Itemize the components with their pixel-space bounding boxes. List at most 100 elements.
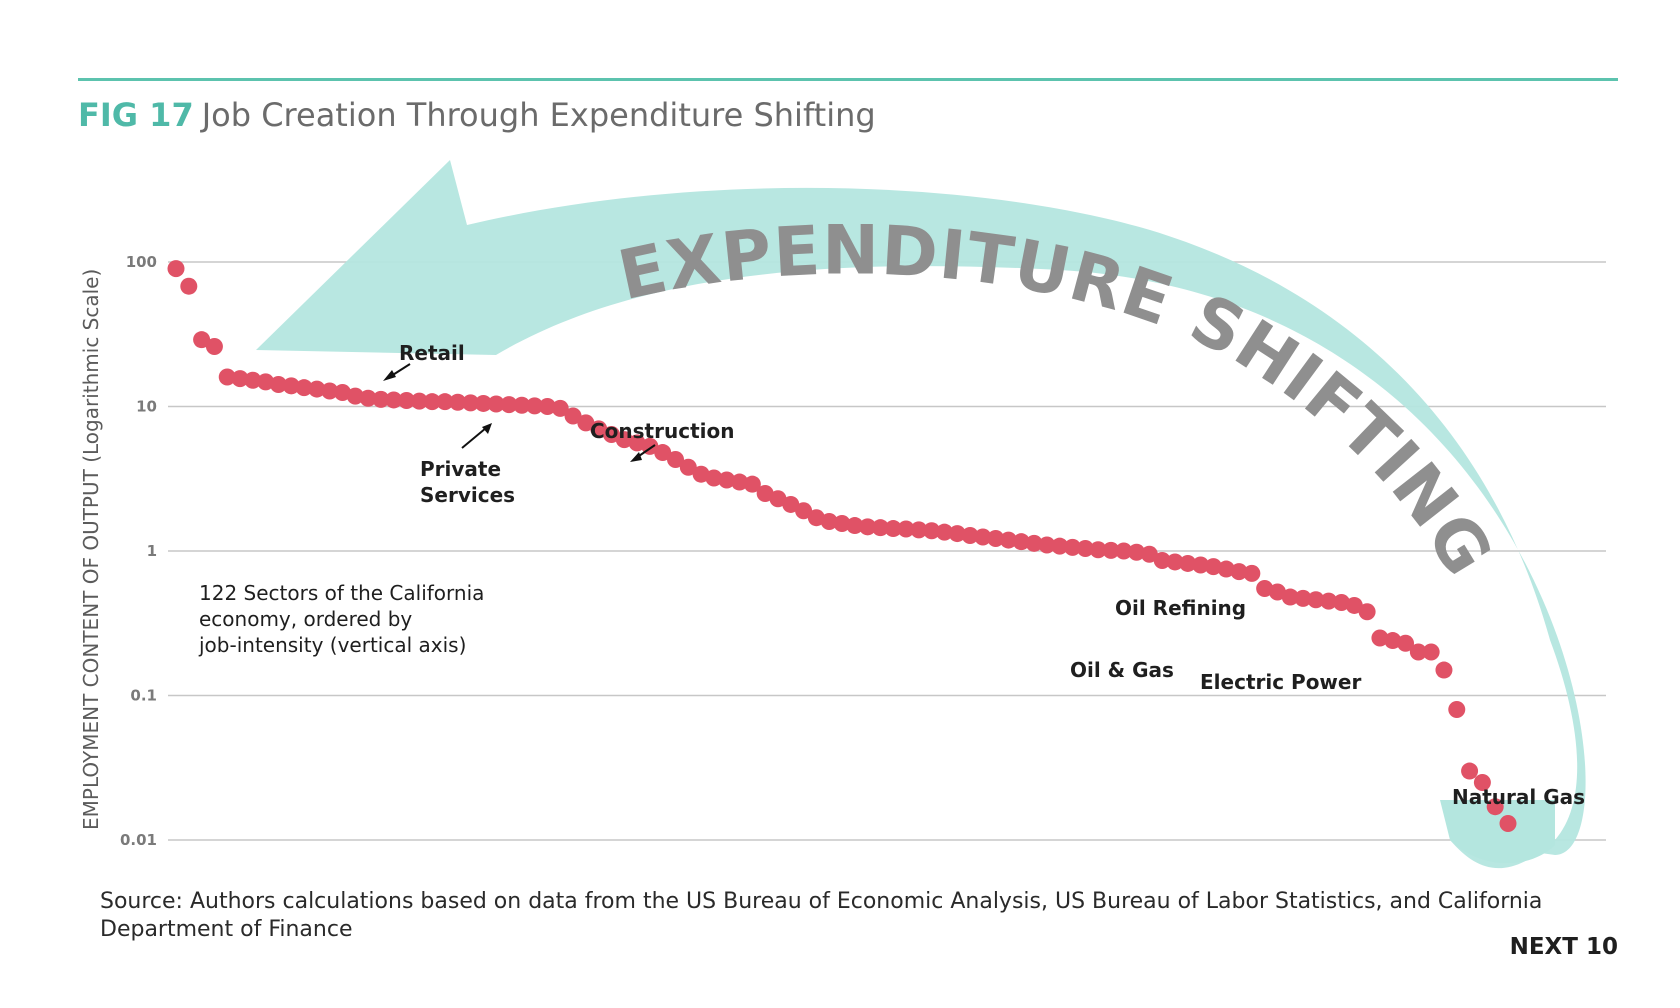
y-tick-label: 0.01	[120, 831, 157, 849]
data-point	[974, 528, 992, 546]
data-point	[1486, 798, 1504, 816]
annotation-retail-arrowhead	[383, 370, 396, 381]
data-point	[795, 502, 813, 520]
data-point	[1089, 541, 1107, 559]
data-point	[487, 395, 505, 413]
brand-label: NEXT 10	[1509, 934, 1618, 960]
y-tick-label: 100	[126, 253, 157, 271]
chart-note-line2: economy, ordered by	[199, 607, 412, 631]
data-point	[1422, 643, 1440, 661]
data-point	[1140, 545, 1158, 563]
expenditure-shifting-arrow	[256, 160, 1586, 869]
data-point	[935, 523, 953, 541]
expenditure-shifting-label-path: EXPENDITURE SHIFTING	[612, 212, 1506, 590]
y-tick-label: 0.1	[130, 687, 157, 705]
annotation-private-services-arrowhead	[482, 423, 492, 434]
data-point	[321, 382, 339, 400]
data-point	[654, 444, 672, 462]
data-point	[1012, 533, 1030, 551]
data-point	[1473, 773, 1491, 791]
data-point	[1499, 815, 1517, 833]
y-tick-label: 10	[136, 398, 157, 416]
data-point	[1281, 588, 1299, 606]
data-point	[564, 407, 582, 425]
data-point	[948, 525, 966, 543]
data-point	[231, 370, 249, 388]
data-point	[1051, 537, 1069, 555]
chart-note-line3: job-intensity (vertical axis)	[198, 633, 466, 657]
data-point	[334, 383, 351, 401]
data-point	[1217, 560, 1235, 578]
annotation-retail: Retail	[399, 341, 465, 365]
annotation-construction-arrowhead	[630, 452, 642, 462]
figure-title-text: Job Creation Through Expenditure Shiftin…	[201, 96, 876, 134]
data-point	[1294, 589, 1312, 607]
data-point	[718, 471, 736, 489]
figure-number: FIG 17	[78, 96, 194, 134]
data-point	[769, 490, 787, 508]
data-point	[282, 377, 300, 395]
data-point	[628, 434, 646, 452]
data-point	[359, 389, 377, 407]
data-point	[1448, 701, 1466, 719]
data-point	[1000, 531, 1017, 549]
data-point	[167, 260, 185, 278]
data-point	[1256, 580, 1274, 598]
data-point	[193, 331, 211, 349]
annotation-natural-gas: Natural Gas	[1452, 785, 1585, 809]
data-point	[923, 522, 941, 540]
data-point	[846, 517, 864, 535]
top-rule	[78, 78, 1618, 81]
data-point	[410, 392, 428, 410]
data-point	[462, 394, 480, 412]
data-point	[1384, 632, 1402, 650]
data-point	[731, 473, 749, 491]
data-point	[756, 484, 774, 502]
data-point	[1243, 564, 1261, 582]
data-point	[1128, 543, 1146, 561]
data-point	[1397, 634, 1415, 652]
data-point	[1371, 629, 1389, 647]
data-point	[615, 431, 633, 449]
annotation-private-services-line2: Services	[420, 483, 515, 507]
data-point	[385, 391, 403, 409]
data-point	[705, 469, 723, 487]
data-point	[1345, 596, 1363, 614]
annotation-oil-gas: Oil & Gas	[1070, 658, 1174, 682]
data-point	[257, 373, 275, 391]
data-point	[743, 475, 761, 493]
data-point	[807, 509, 825, 527]
data-point	[833, 514, 851, 532]
annotation-construction: Construction	[590, 419, 734, 443]
data-point	[961, 527, 979, 545]
data-point	[269, 375, 287, 393]
data-point	[1038, 536, 1056, 554]
data-point	[538, 398, 556, 415]
data-point	[1409, 643, 1427, 661]
data-point	[897, 520, 915, 538]
data-point	[910, 521, 928, 539]
data-point	[449, 393, 467, 411]
data-point	[1102, 541, 1120, 559]
data-point	[1230, 563, 1248, 581]
data-point	[1076, 540, 1094, 558]
data-point	[423, 393, 441, 411]
annotation-private-services-line1: Private	[420, 457, 501, 481]
expenditure-shifting-label: EXPENDITURE SHIFTING	[612, 212, 1507, 590]
data-point	[295, 379, 313, 397]
data-point	[1461, 762, 1479, 780]
data-point	[1268, 583, 1286, 601]
data-point	[1320, 592, 1338, 610]
data-point	[346, 387, 364, 405]
data-point	[1153, 551, 1171, 569]
y-tick-labels: 100 10 1 0.1 0.01	[120, 253, 157, 849]
data-point	[180, 277, 198, 295]
data-point	[884, 520, 902, 538]
data-points	[167, 260, 1517, 833]
data-point	[398, 392, 416, 410]
data-point	[1333, 594, 1350, 612]
data-point	[871, 519, 889, 537]
data-point	[590, 420, 608, 438]
data-point	[244, 371, 262, 389]
data-point	[500, 396, 518, 414]
